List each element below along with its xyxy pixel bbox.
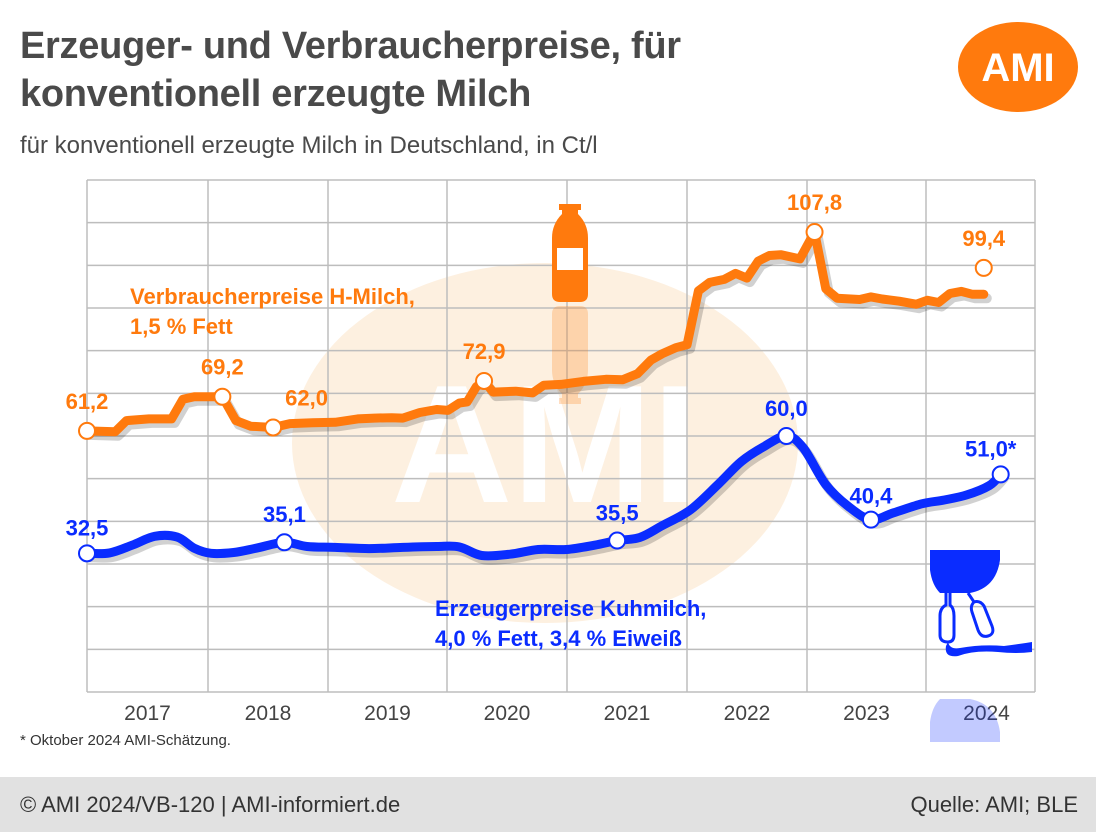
chart-title-line1: Erzeuger- und Verbraucherpreise, für (20, 25, 681, 67)
data-point-marker (777, 427, 796, 445)
data-label: 35,1 (263, 502, 306, 527)
x-tick-label: 2020 (484, 702, 531, 725)
ami-logo: AMI (958, 22, 1078, 112)
x-tick-label: 2022 (724, 702, 771, 725)
producer-series-label-line2: 4,0 % Fett, 3,4 % Eiweiß (435, 626, 682, 651)
ami-watermark: AMI (292, 263, 798, 623)
ami-logo-text: AMI (981, 46, 1054, 90)
data-point-marker (78, 544, 96, 563)
series-line (82, 227, 989, 437)
data-label: 40,4 (850, 484, 894, 509)
footer-source: Quelle: AMI; BLE (910, 792, 1078, 817)
consumer-series-label-line1: Verbraucherpreise H-Milch, (130, 284, 415, 309)
footer-copyright: © AMI 2024/VB-120 | AMI-informiert.de (20, 792, 401, 817)
data-point-marker (78, 421, 96, 440)
data-point-marker (805, 223, 824, 242)
data-label: 62,0 (285, 385, 328, 410)
data-label: 35,5 (596, 501, 639, 526)
data-point-marker (213, 387, 232, 406)
data-label: 61,2 (66, 389, 109, 414)
data-point-marker (991, 465, 1010, 484)
consumer-series-label-line2: 1,5 % Fett (130, 314, 233, 339)
line-chart: AMI 2017 2018 2019 2020 2021 2022 2023 2024 61,… (66, 179, 1036, 742)
data-label: 32,5 (66, 515, 109, 540)
consumer-price-series: 61,2 69,2 62,0 72,9 107,8 99,4 (66, 190, 1006, 441)
x-tick-label: 2024 (963, 702, 1010, 725)
data-label: 51,0* (965, 436, 1017, 461)
data-label: 99,4 (962, 226, 1006, 251)
producer-price-series: 32,5 35,1 35,5 60,0 40,4 51,0* (66, 396, 1017, 565)
milking-machine-icon (930, 550, 1032, 742)
data-point-marker (475, 371, 494, 390)
x-axis-ticks: 2017 2018 2019 2020 2021 2022 2023 2024 (124, 702, 1010, 725)
x-tick-label: 2019 (364, 702, 411, 725)
footer-bar (0, 777, 1096, 832)
data-point-marker (974, 258, 993, 277)
x-tick-label: 2023 (843, 702, 890, 725)
x-tick-label: 2021 (604, 702, 651, 725)
data-label: 69,2 (201, 355, 244, 380)
chart-subtitle: für konventionell erzeugte Milch in Deut… (20, 132, 598, 159)
ami-logo-ellipse (958, 22, 1078, 112)
footnote: * Oktober 2024 AMI-Schätzung. (20, 732, 231, 749)
data-point-marker (264, 418, 283, 437)
x-tick-label: 2017 (124, 702, 171, 725)
data-label: 107,8 (787, 190, 842, 215)
watermark-text: AMI (391, 350, 699, 538)
chart-title: Erzeuger- und Verbraucherpreise, für kon… (20, 22, 900, 118)
data-label: 60,0 (765, 396, 808, 421)
data-point-marker (861, 510, 880, 529)
x-tick-label: 2018 (245, 702, 292, 725)
series-layer: 61,2 69,2 62,0 72,9 107,8 99,4 32,5 35,1 35,5 60,… (66, 190, 1017, 565)
producer-series-label-line1: Erzeugerpreise Kuhmilch, (435, 596, 706, 621)
data-label: 72,9 (463, 339, 506, 364)
data-point-marker (608, 531, 627, 550)
chart-title-line2: konventionell erzeugte Milch (20, 73, 532, 115)
data-point-marker (275, 533, 294, 552)
